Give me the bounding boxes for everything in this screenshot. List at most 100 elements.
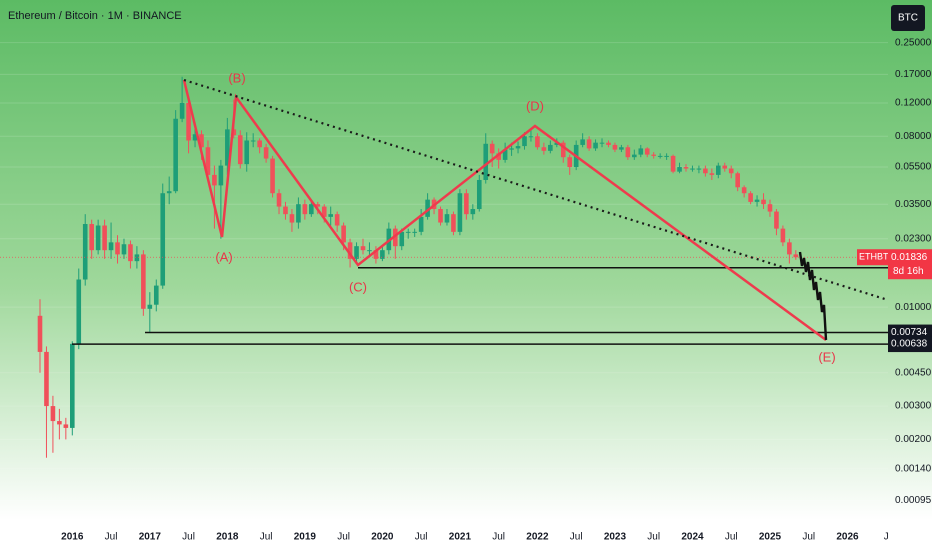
annotation: (A) [215, 249, 232, 264]
x-tick-label: 2019 [294, 532, 317, 543]
candle-body [735, 173, 740, 188]
candle-body [560, 142, 566, 158]
candle-body [186, 102, 191, 141]
y-tick-label: 0.25000 [895, 37, 932, 48]
x-tick-label: 2017 [139, 532, 162, 543]
candle-body [244, 140, 250, 165]
candle-body [399, 231, 405, 247]
x-tick-label: 2020 [371, 532, 394, 543]
candle-body [121, 244, 127, 255]
symbol-label: ETHBTC [859, 252, 896, 262]
candle-body [489, 143, 495, 154]
y-tick-label: 0.01000 [895, 302, 932, 313]
candle-body [722, 165, 728, 169]
candle-body [283, 206, 288, 215]
x-tick-label: Jul [415, 532, 428, 543]
candle-body [166, 191, 172, 194]
x-tick-label: 2022 [526, 532, 549, 543]
candle-body [515, 146, 521, 149]
candle-body [257, 140, 262, 148]
candle-body [664, 155, 669, 157]
candle-body [716, 165, 721, 175]
candle-body [567, 157, 573, 168]
candle-body [438, 209, 443, 223]
x-tick-label: Jul [570, 532, 583, 543]
x-tick-label: Jul [492, 532, 505, 543]
currency-button-label[interactable]: BTC [898, 13, 918, 24]
candle-body [657, 155, 663, 157]
candle-body [95, 225, 101, 251]
x-tick-label: Jul [182, 532, 195, 543]
y-tick-label: 0.00200 [895, 434, 932, 445]
candle-body [509, 148, 514, 150]
y-tick-label: 0.12000 [895, 98, 932, 109]
candle-body [141, 254, 146, 309]
candle-body [761, 199, 766, 205]
y-tick-label: 0.17000 [895, 69, 932, 80]
candle-body [360, 246, 366, 251]
candle-body [606, 142, 611, 145]
candle-body [541, 147, 547, 151]
x-tick-label: Jul [802, 532, 815, 543]
x-tick-label: 2024 [681, 532, 704, 543]
candle-body [153, 285, 159, 305]
candle-body [250, 140, 256, 142]
x-tick-label: Jul [725, 532, 738, 543]
candle-body [644, 148, 650, 155]
candle-body [599, 142, 605, 144]
candle-body [696, 168, 702, 170]
candle-body [63, 424, 69, 428]
candle-body [774, 211, 779, 229]
candle-body [548, 144, 553, 151]
candle-body [502, 149, 508, 160]
candles [37, 76, 799, 458]
candle-body [470, 209, 476, 215]
candle-body [709, 173, 715, 175]
candle-body [554, 142, 560, 145]
candle-body [683, 167, 689, 169]
y-tick-label: 0.00095 [895, 495, 932, 506]
candle-body [50, 406, 56, 422]
candle-body [302, 204, 308, 215]
candle-body [276, 193, 282, 207]
candle-body [270, 158, 275, 194]
wave-line [182, 79, 827, 342]
candle-body [134, 254, 140, 262]
currency-button[interactable] [891, 5, 925, 31]
y-tick-label: 0.00450 [895, 367, 932, 378]
candle-body [263, 147, 269, 159]
candle-body [199, 134, 204, 148]
candle-body [787, 242, 792, 255]
last-price-label: 0.01836 [891, 252, 928, 263]
x-tick-label: Jul [647, 532, 660, 543]
level-label: 0.00734 [891, 327, 928, 338]
candle-body [218, 165, 224, 186]
candle-body [328, 214, 333, 217]
candle-body [405, 231, 411, 233]
candle-body [205, 147, 211, 175]
candle-body [476, 179, 482, 210]
annotation: (E) [818, 349, 835, 364]
candle-body [619, 147, 624, 150]
candle-body [690, 168, 695, 170]
candle-body [638, 148, 644, 155]
candle-body [632, 154, 637, 158]
candle-body [612, 144, 618, 150]
candle-body [728, 168, 734, 174]
candle-body [115, 242, 120, 255]
candle-body [670, 155, 676, 172]
candle-body [418, 216, 424, 232]
annotation: (B) [228, 70, 245, 85]
annotation: (D) [526, 98, 544, 113]
x-tick-label: 2018 [216, 532, 239, 543]
x-tick-label: Jul [337, 532, 350, 543]
candle-body [528, 136, 534, 138]
candle-body [160, 193, 166, 286]
candle-body [522, 136, 527, 147]
candle-body [393, 228, 398, 247]
candle-body [289, 214, 295, 223]
candle-body [703, 168, 708, 174]
level-label: 0.00638 [891, 339, 928, 350]
